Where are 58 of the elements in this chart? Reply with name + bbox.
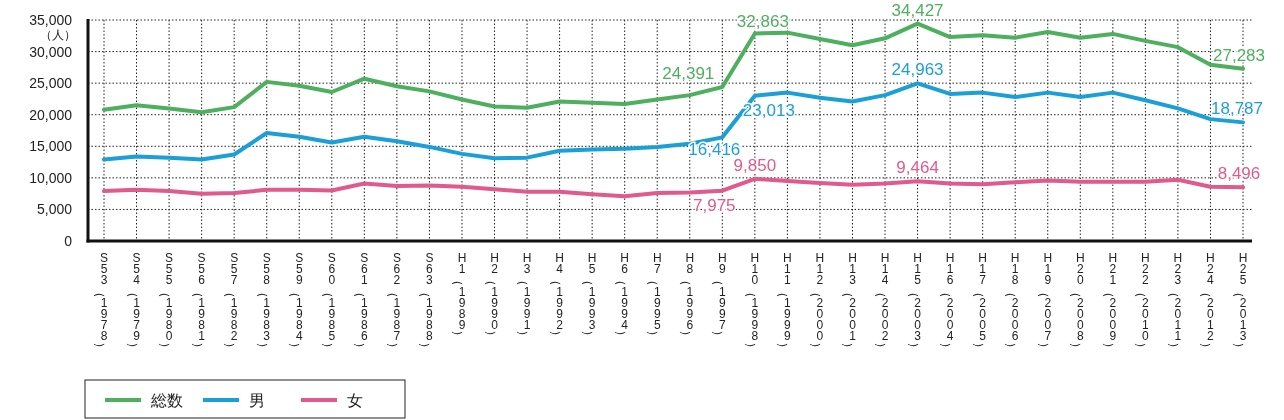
xtick: H8（1996） bbox=[678, 251, 695, 343]
xtick: H21（2009） bbox=[1101, 251, 1118, 354]
xtick: H6（1994） bbox=[613, 251, 629, 343]
xtick: S63（1988） bbox=[418, 251, 434, 354]
xtick: H17（2005） bbox=[971, 251, 987, 354]
xtick: H25（2013） bbox=[1232, 251, 1248, 354]
xtick: H1（1989） bbox=[450, 251, 467, 343]
data-label: 34,427 bbox=[891, 0, 944, 20]
xtick: H10（1998） bbox=[743, 251, 760, 354]
legend-label: 女 bbox=[347, 392, 363, 409]
data-label: 32,863 bbox=[736, 12, 789, 32]
xtick: S57（1982） bbox=[223, 251, 239, 354]
xtick: H14（2002） bbox=[874, 251, 890, 354]
xtick: H19（2007） bbox=[1036, 251, 1053, 354]
y-tick-label: 15,000 bbox=[29, 138, 73, 155]
xtick: H23（2011） bbox=[1166, 251, 1183, 354]
data-label: 8,496 bbox=[1217, 164, 1261, 184]
y-tick-label: 25,000 bbox=[29, 75, 73, 92]
xtick: S53（1978） bbox=[93, 251, 108, 354]
data-label: 27,283 bbox=[1213, 45, 1265, 65]
xtick: H12（2000） bbox=[808, 251, 825, 354]
y-tick-label: 10,000 bbox=[29, 169, 73, 186]
y-tick-label: 30,000 bbox=[29, 43, 73, 60]
xtick: H15（2003） bbox=[906, 251, 922, 354]
xtick: S59（1984） bbox=[288, 251, 304, 354]
xtick: H9（1997） bbox=[711, 251, 727, 343]
xtick: H24（2012） bbox=[1199, 251, 1215, 354]
data-label: 9,464 bbox=[896, 158, 939, 178]
xtick: H18（2006） bbox=[1004, 251, 1020, 354]
xtick: H2（1990） bbox=[483, 251, 499, 343]
y-tick-label: 5,000 bbox=[36, 201, 73, 218]
y-tick-label: 0 bbox=[64, 233, 73, 249]
data-label: 24,963 bbox=[891, 60, 944, 80]
y-axis-title: （人） bbox=[40, 28, 76, 42]
xtick: H16（2004） bbox=[939, 251, 955, 354]
xtick: S54（1979） bbox=[125, 251, 141, 354]
data-label: 24,391 bbox=[662, 63, 715, 83]
xtick: S58（1983） bbox=[255, 251, 271, 354]
xtick: H13（2001） bbox=[841, 251, 857, 354]
xtick: H5（1993） bbox=[581, 251, 597, 343]
xtick: S56（1981） bbox=[190, 251, 206, 354]
xtick: H22（2010） bbox=[1134, 251, 1150, 354]
xtick: H20（2008） bbox=[1069, 251, 1085, 354]
xtick: S61（1986） bbox=[353, 251, 369, 354]
data-label: 7,975 bbox=[693, 195, 736, 215]
data-label: 18,787 bbox=[1211, 99, 1263, 119]
y-tick-label: 35,000 bbox=[29, 12, 73, 28]
xtick: S55（1980） bbox=[158, 251, 174, 354]
xtick: H4（1992） bbox=[548, 251, 564, 343]
xtick: H11（1999） bbox=[776, 251, 792, 354]
xtick: H3（1991） bbox=[516, 251, 532, 343]
xtick: H7（1995） bbox=[646, 251, 662, 343]
legend-label: 男 bbox=[249, 392, 265, 409]
y-tick-label: 20,000 bbox=[29, 106, 73, 123]
xtick: S62（1987） bbox=[385, 251, 401, 354]
data-label: 23,013 bbox=[742, 100, 795, 120]
xtick: S60（1985） bbox=[320, 251, 336, 354]
legend-label: 総数 bbox=[150, 392, 183, 409]
